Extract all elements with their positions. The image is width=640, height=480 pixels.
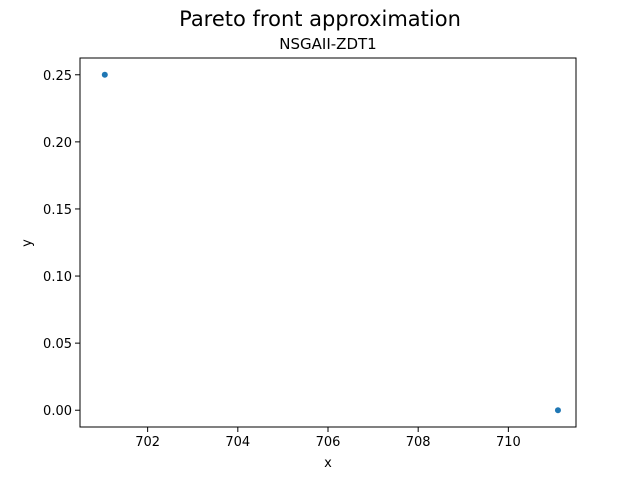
x-tick-label: 704 bbox=[225, 435, 250, 450]
x-tick-label: 708 bbox=[406, 435, 431, 450]
x-axis: 702 704 706 708 710 bbox=[135, 427, 521, 450]
plot-area bbox=[79, 57, 577, 428]
y-axis: 0.00 0.05 0.10 0.15 0.20 0.25 bbox=[43, 69, 80, 419]
y-tick-label: 0.00 bbox=[43, 404, 72, 419]
y-tick-label: 0.15 bbox=[43, 203, 72, 218]
y-tick-label: 0.20 bbox=[43, 136, 72, 151]
x-tick-label: 710 bbox=[496, 435, 521, 450]
y-tick-label: 0.25 bbox=[43, 69, 72, 84]
chart-title: Pareto front approximation bbox=[179, 7, 461, 31]
plot-frame bbox=[79, 57, 577, 428]
y-tick-label: 0.05 bbox=[43, 337, 72, 352]
x-tick-label: 706 bbox=[316, 435, 341, 450]
data-points bbox=[101, 71, 561, 414]
scatter-point bbox=[101, 71, 108, 78]
chart-subtitle: NSGAII-ZDT1 bbox=[279, 35, 376, 53]
x-tick-label: 702 bbox=[135, 435, 160, 450]
y-tick-label: 0.10 bbox=[43, 270, 72, 285]
x-axis-label: x bbox=[324, 456, 332, 471]
scatter-point bbox=[554, 407, 561, 414]
y-axis-label: y bbox=[20, 239, 35, 247]
